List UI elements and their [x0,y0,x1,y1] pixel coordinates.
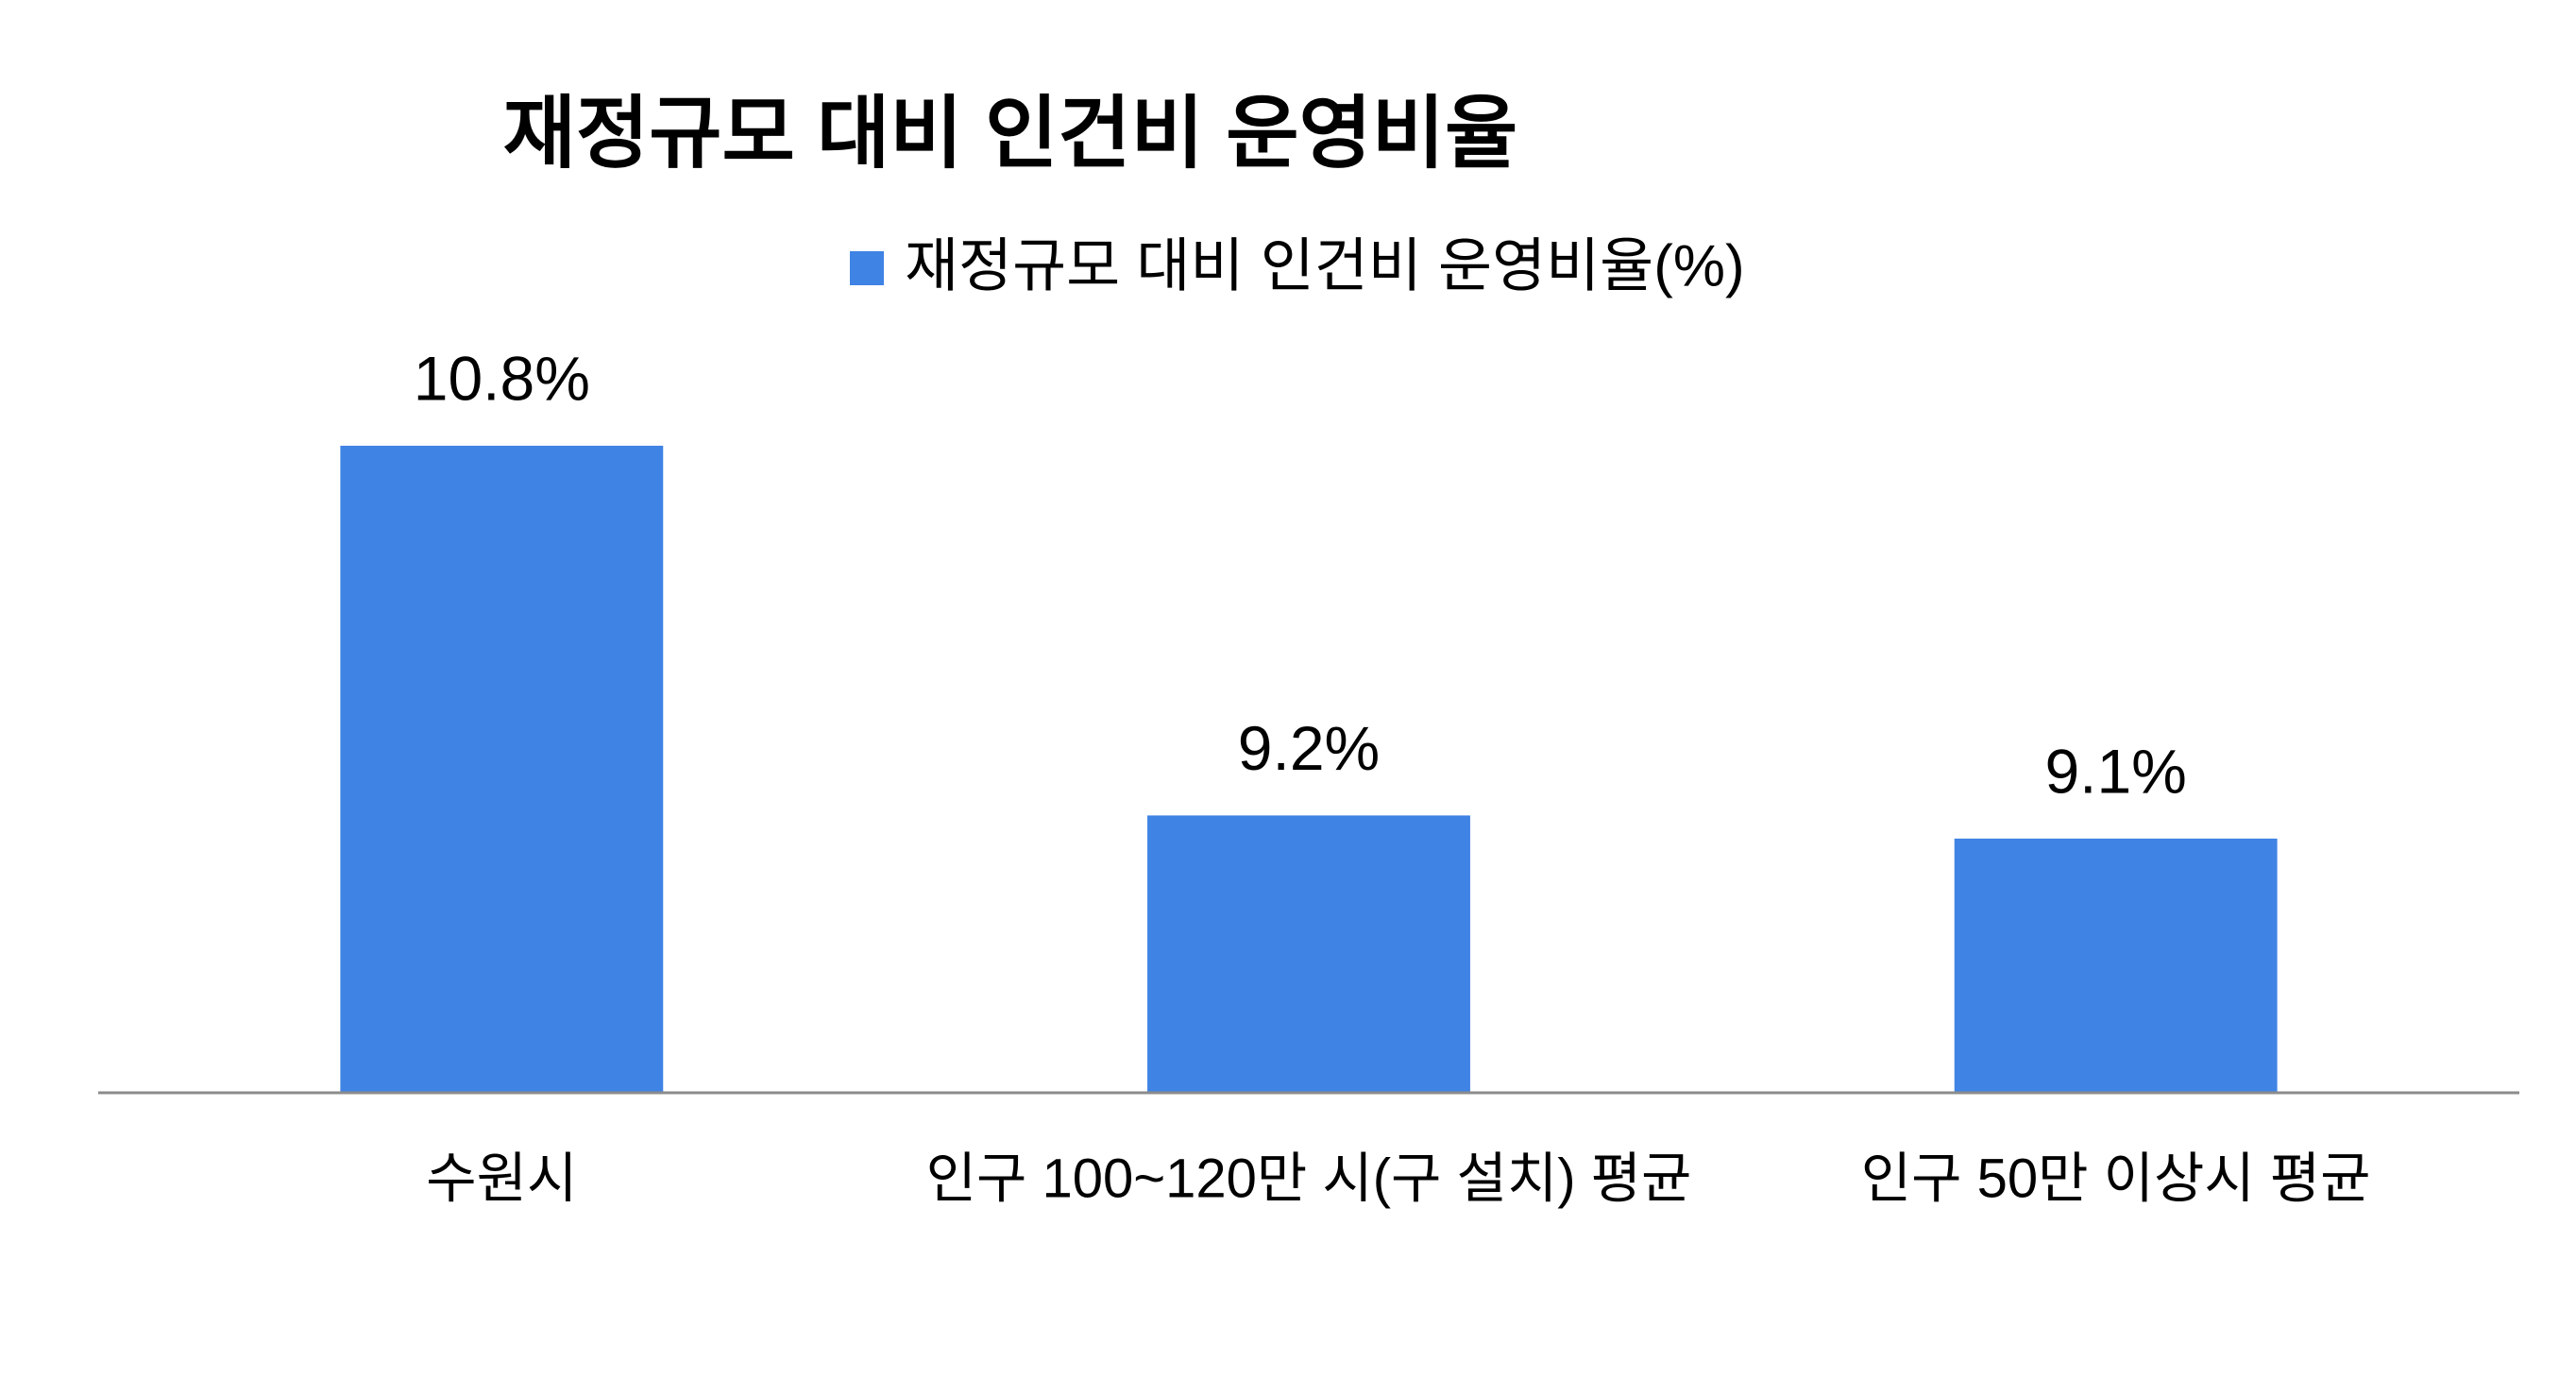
value-label: 9.2% [1238,713,1380,783]
legend-label: 재정규모 대비 인건비 운영비율(%) [905,233,1745,298]
chart-title: 재정규모 대비 인건비 운영비율 [503,89,1518,178]
bar [1954,838,2278,1093]
value-label: 9.1% [2044,736,2186,806]
bar [1147,815,1470,1093]
x-tick-label: 인구 50만 이상시 평균 [1861,1148,2371,1209]
legend-swatch [850,251,884,285]
bar [340,445,664,1093]
x-tick-label: 인구 100~120만 시(구 설치) 평균 [926,1148,1692,1209]
x-tick-label: 수원시 [426,1148,577,1209]
value-label: 10.8% [414,343,590,413]
